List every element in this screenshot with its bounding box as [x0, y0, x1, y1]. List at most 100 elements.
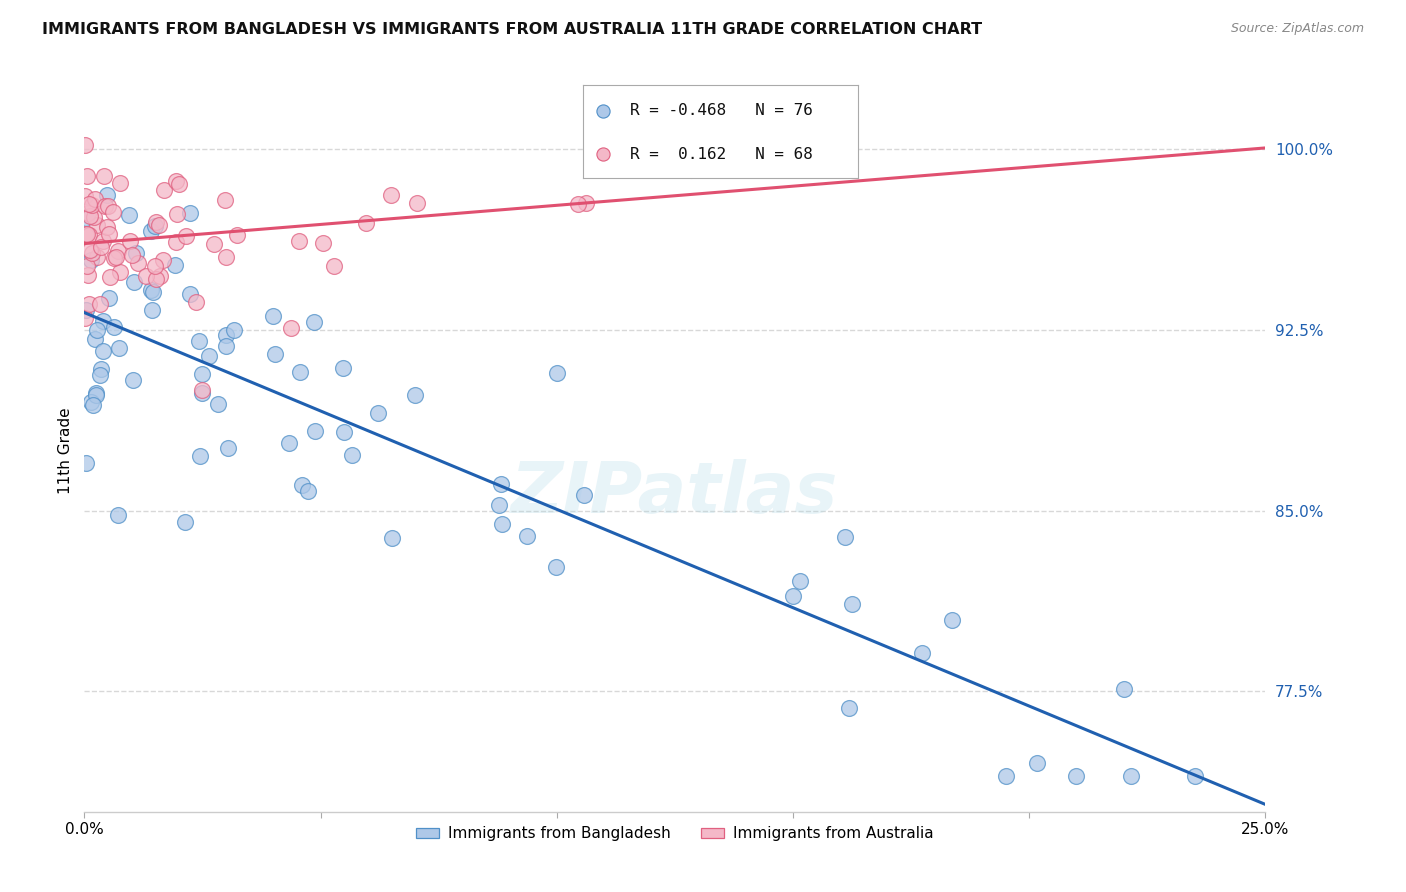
- Point: [215, 327, 238, 342]
- Point: [567, 197, 589, 211]
- Point: [76, 169, 98, 183]
- Point: [546, 559, 568, 574]
- Point: [82, 398, 104, 412]
- Point: [100, 270, 122, 285]
- Point: [217, 441, 239, 455]
- Point: [489, 477, 512, 491]
- Point: [575, 196, 598, 211]
- Point: [118, 208, 141, 222]
- Point: [198, 349, 221, 363]
- Point: [73, 310, 96, 325]
- Point: [780, 130, 803, 145]
- Point: [75, 227, 97, 242]
- Point: [93, 344, 115, 359]
- Point: [145, 215, 167, 229]
- Point: [127, 256, 149, 270]
- Point: [488, 498, 510, 512]
- Text: R = -0.468   N = 76: R = -0.468 N = 76: [630, 103, 813, 119]
- Point: [340, 448, 363, 462]
- Point: [143, 259, 166, 273]
- Point: [93, 234, 115, 248]
- Point: [941, 613, 963, 627]
- Point: [79, 197, 101, 211]
- Point: [142, 285, 165, 299]
- Point: [381, 531, 404, 545]
- Point: [89, 297, 111, 311]
- Point: [79, 228, 101, 243]
- Point: [322, 259, 344, 273]
- Point: [107, 508, 129, 523]
- Point: [333, 425, 356, 439]
- Point: [354, 216, 377, 230]
- Point: [80, 395, 103, 409]
- Point: [107, 244, 129, 258]
- Point: [191, 383, 214, 397]
- Point: [121, 248, 143, 262]
- Point: [152, 252, 174, 267]
- Point: [277, 436, 299, 450]
- Point: [80, 246, 103, 260]
- Point: [86, 250, 108, 264]
- Point: [77, 205, 100, 219]
- Point: [101, 204, 124, 219]
- Text: Source: ZipAtlas.com: Source: ZipAtlas.com: [1230, 22, 1364, 36]
- Point: [110, 176, 132, 190]
- Point: [75, 211, 97, 226]
- Point: [91, 314, 114, 328]
- Point: [302, 315, 325, 329]
- Point: [148, 218, 170, 232]
- Point: [188, 334, 211, 349]
- Point: [491, 517, 513, 532]
- Point: [143, 219, 166, 233]
- Point: [75, 138, 97, 153]
- Point: [167, 177, 190, 191]
- Point: [76, 227, 98, 241]
- Point: [79, 243, 101, 257]
- Point: [190, 386, 212, 401]
- Point: [215, 250, 238, 264]
- Point: [406, 196, 429, 211]
- Point: [153, 182, 176, 196]
- Point: [110, 265, 132, 279]
- Point: [145, 272, 167, 286]
- Y-axis label: 11th Grade: 11th Grade: [58, 407, 73, 494]
- Point: [207, 397, 229, 411]
- Point: [83, 332, 105, 346]
- Point: [572, 488, 595, 502]
- Point: [297, 483, 319, 498]
- Point: [291, 478, 314, 492]
- Legend: Immigrants from Bangladesh, Immigrants from Australia: Immigrants from Bangladesh, Immigrants f…: [409, 821, 941, 847]
- Text: R =  0.162   N = 68: R = 0.162 N = 68: [630, 146, 813, 161]
- Point: [191, 367, 214, 381]
- Point: [163, 258, 186, 272]
- Point: [96, 220, 118, 235]
- Point: [179, 206, 201, 220]
- Point: [224, 323, 246, 337]
- Point: [98, 227, 121, 242]
- Point: [546, 366, 568, 380]
- Point: [141, 302, 163, 317]
- Point: [176, 228, 198, 243]
- Point: [80, 198, 103, 212]
- Point: [304, 424, 326, 438]
- Point: [105, 251, 128, 265]
- Point: [226, 227, 249, 242]
- Point: [214, 193, 236, 207]
- Point: [789, 574, 811, 588]
- Point: [404, 388, 426, 402]
- Point: [77, 268, 100, 283]
- Point: [75, 302, 97, 317]
- Point: [80, 253, 103, 268]
- Point: [79, 209, 101, 223]
- Point: [516, 529, 538, 543]
- Point: [75, 456, 97, 470]
- Point: [681, 163, 703, 178]
- Point: [380, 187, 402, 202]
- Point: [94, 199, 117, 213]
- Point: [122, 275, 145, 289]
- Point: [911, 646, 934, 660]
- Point: [215, 339, 238, 353]
- Point: [93, 169, 115, 184]
- Point: [1066, 769, 1088, 783]
- Point: [76, 259, 98, 273]
